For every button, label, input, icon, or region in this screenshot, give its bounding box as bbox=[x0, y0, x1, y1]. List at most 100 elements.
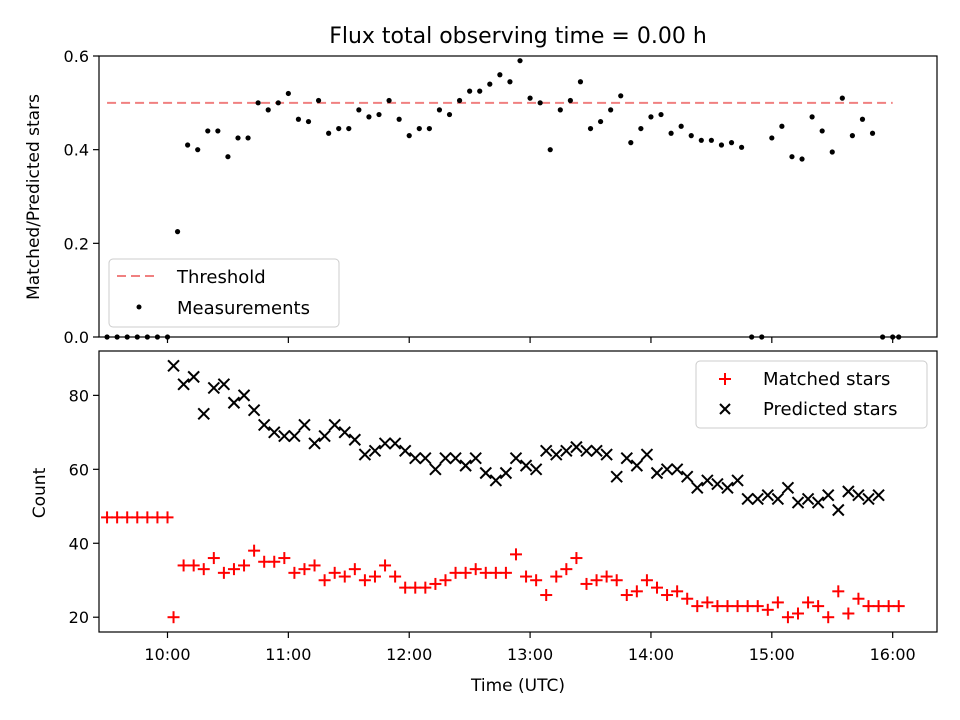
measurement-point bbox=[305, 118, 312, 125]
predicted-star-point bbox=[539, 444, 553, 458]
matched-star-point bbox=[111, 511, 124, 524]
count-x-tick-label: 15:00 bbox=[749, 645, 795, 664]
matched-star-point bbox=[379, 559, 392, 572]
count-x-tick-label: 12:00 bbox=[386, 645, 432, 664]
count-y-tick-label: 60 bbox=[69, 460, 89, 479]
measurement-points bbox=[104, 58, 902, 340]
predicted-star-point bbox=[398, 444, 412, 458]
measurement-point bbox=[456, 97, 463, 104]
matched-star-point bbox=[278, 552, 291, 565]
predicted-legend-label: Predicted stars bbox=[763, 399, 897, 420]
matched-star-point bbox=[540, 589, 553, 602]
predicted-star-point bbox=[318, 429, 331, 443]
measurement-point bbox=[728, 140, 735, 146]
matched-star-point bbox=[328, 566, 341, 579]
count-x-tick-label: 13:00 bbox=[507, 645, 553, 664]
predicted-star-point bbox=[519, 459, 533, 472]
matched-star-point bbox=[368, 570, 381, 583]
predicted-star-point bbox=[691, 481, 704, 495]
predicted-stars-points bbox=[167, 359, 885, 517]
measurement-point bbox=[285, 90, 291, 97]
measurement-point bbox=[336, 125, 342, 132]
matched-legend-label: Matched stars bbox=[763, 369, 890, 390]
matched-star-point bbox=[227, 563, 240, 576]
measurement-point bbox=[718, 142, 725, 148]
matched-star-point bbox=[761, 603, 774, 616]
threshold-legend-label: Threshold bbox=[176, 267, 266, 288]
matched-star-point bbox=[630, 585, 643, 598]
count-y-tick-label: 80 bbox=[69, 386, 89, 405]
predicted-star-point bbox=[237, 389, 251, 402]
matched-star-point bbox=[258, 555, 271, 568]
predicted-star-point bbox=[761, 488, 774, 502]
count-x-tick-label: 14:00 bbox=[628, 645, 674, 664]
measurement-point bbox=[769, 135, 775, 141]
count-x-ticks: 10:00 11:00 12:00 13:00 14:00 15:00 16:00 bbox=[144, 632, 916, 664]
ratio-legend-box bbox=[108, 258, 340, 328]
ratio-plot-frame bbox=[98, 55, 938, 338]
measurement-point bbox=[799, 156, 805, 162]
measurement-point bbox=[497, 72, 503, 78]
predicted-star-point bbox=[741, 492, 754, 506]
predicted-star-point bbox=[721, 481, 734, 495]
measurement-point bbox=[597, 118, 604, 125]
matched-star-point bbox=[268, 555, 281, 568]
ratio-y-tick-label: 0.2 bbox=[64, 234, 89, 253]
measurement-point bbox=[416, 125, 422, 132]
matched-stars-points bbox=[101, 511, 905, 624]
predicted-star-point bbox=[570, 440, 583, 454]
matched-star-point bbox=[610, 574, 623, 587]
matched-star-point bbox=[681, 592, 694, 605]
matched-star-point bbox=[318, 574, 331, 587]
matched-star-point bbox=[842, 607, 855, 620]
predicted-star-point bbox=[268, 426, 281, 439]
ratio-panel: 0.0 0.2 0.4 0.6 Matched/Predicted stars Thr… bbox=[24, 47, 938, 347]
matched-star-point bbox=[822, 611, 835, 624]
predicted-legend-swatch bbox=[719, 403, 731, 415]
count-legend-box bbox=[695, 360, 928, 429]
chart-title: Flux total observing time = 0.00 h bbox=[329, 24, 707, 49]
measurement-point bbox=[698, 137, 704, 143]
matched-star-point bbox=[570, 552, 583, 565]
measurement-point bbox=[124, 334, 130, 340]
measurement-point bbox=[638, 125, 644, 132]
measurement-point bbox=[896, 334, 902, 340]
matched-star-point bbox=[449, 566, 462, 579]
predicted-star-point bbox=[580, 444, 593, 458]
measurement-point bbox=[527, 95, 533, 101]
predicted-star-point bbox=[791, 496, 805, 509]
matched-star-point bbox=[721, 600, 734, 613]
predicted-star-point bbox=[298, 418, 311, 432]
predicted-star-point bbox=[781, 481, 795, 495]
measurement-point bbox=[245, 135, 251, 141]
predicted-star-point bbox=[811, 496, 825, 509]
matched-star-point bbox=[217, 566, 230, 579]
measurement-point bbox=[315, 97, 322, 104]
measurement-point bbox=[205, 128, 211, 134]
predicted-star-point bbox=[640, 448, 654, 461]
predicted-star-point bbox=[288, 429, 301, 443]
predicted-star-point bbox=[207, 381, 221, 395]
predicted-star-point bbox=[771, 492, 785, 506]
matched-star-point bbox=[852, 592, 865, 605]
predicted-star-point bbox=[388, 437, 402, 450]
measurement-point bbox=[487, 81, 493, 87]
matched-star-point bbox=[892, 600, 905, 613]
predicted-star-point bbox=[852, 488, 865, 502]
matched-star-point bbox=[499, 566, 512, 579]
predicted-star-point bbox=[681, 470, 694, 483]
predicted-star-point bbox=[630, 459, 644, 472]
matched-star-point bbox=[151, 511, 164, 524]
matched-star-point bbox=[238, 559, 251, 572]
measurement-point bbox=[406, 133, 412, 139]
matched-star-point bbox=[469, 563, 482, 576]
matched-star-point bbox=[298, 563, 311, 576]
measurement-point bbox=[869, 130, 876, 136]
matched-star-point bbox=[600, 570, 613, 583]
matched-star-point bbox=[429, 577, 442, 590]
measurement-point bbox=[164, 334, 171, 340]
measurements-legend-label: Measurements bbox=[177, 298, 310, 319]
predicted-star-point bbox=[489, 474, 503, 487]
matched-star-point bbox=[197, 563, 210, 576]
measurement-point bbox=[426, 125, 432, 132]
